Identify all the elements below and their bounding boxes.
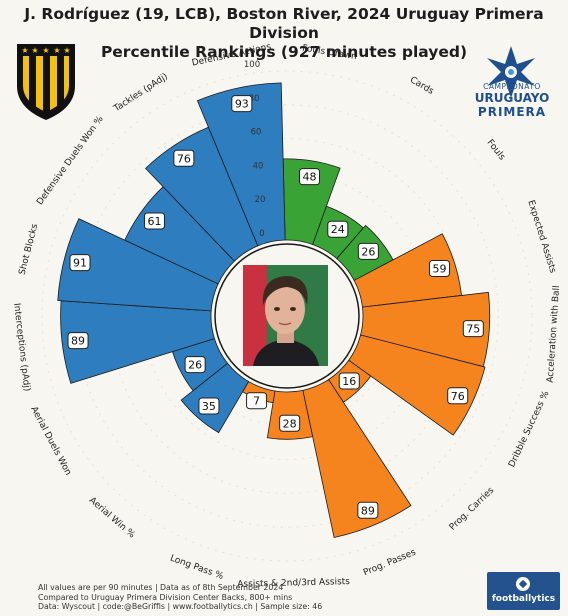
svg-text:24: 24 [331,223,345,236]
inner-ring [214,243,360,389]
svg-text:★: ★ [53,46,60,55]
value-label: 89 [357,501,379,519]
league-logo-line-1: CAMPEONATO [483,82,541,91]
r-tick-label: 0 [259,229,264,239]
svg-text:7: 7 [253,395,260,408]
category-label: Fouls [484,138,506,163]
value-label: 7 [246,392,268,410]
footer-line-2: Compared to Uruguay Primera Division Cen… [38,592,293,602]
category-label: Expected Assists [525,199,557,275]
brand-name: footballytics [491,594,556,604]
r-tick-label: 40 [253,161,264,171]
value-label: 75 [462,320,484,338]
footer-line-3: Data: Wyscout | code:@BeGriffis | www.fo… [38,602,323,612]
svg-text:93: 93 [235,98,249,111]
value-label: 91 [69,254,91,272]
r-tick-label: 60 [251,128,262,138]
value-label: 59 [428,259,450,277]
svg-text:26: 26 [361,245,375,258]
category-label: Prog. Carries [448,485,497,532]
bar-acceleration-with-ball [360,291,491,368]
category-label: Fouls Drawn [301,44,357,63]
value-label: 16 [338,372,360,390]
value-label: 24 [327,220,349,238]
value-label: 26 [184,356,206,374]
league-logo-line-3: PRIMERA [477,105,547,119]
svg-text:75: 75 [466,323,480,336]
value-label: 61 [143,212,165,230]
category-label: Defensive Actions [191,42,272,69]
svg-text:89: 89 [361,504,375,517]
bar-shot-blocks [57,218,219,312]
category-label: Prog. Passes [362,547,418,578]
category-label: Acceleration with Ball [546,285,563,383]
svg-text:76: 76 [177,152,191,165]
category-label: Dribble Success % [507,389,551,469]
svg-text:48: 48 [302,171,316,184]
bars [57,82,491,538]
value-label: 93 [231,95,253,113]
value-labels: 48 24 26 59 75 76 16 89 28 7 35 26 89 91 61 76 93 [67,95,484,519]
r-tick-label: 80 [249,94,260,104]
star-burst-logo-icon [487,46,535,98]
svg-text:35: 35 [202,400,216,413]
grid-circle [75,104,499,528]
category-label: Aerial Win % [87,496,137,541]
footballytics-badge: footballytics [487,572,560,610]
svg-text:91: 91 [73,257,87,270]
category-label: Shot Blocks [18,223,41,276]
football-icon [516,577,530,591]
svg-text:★: ★ [63,46,70,55]
grid-circle [41,70,533,562]
category-label: Assists & 2nd/3rd Assists [237,577,350,590]
svg-text:26: 26 [188,359,202,372]
svg-text:59: 59 [432,262,446,275]
player-photo [243,265,328,366]
svg-text:16: 16 [342,375,356,388]
value-label: 28 [279,414,301,432]
category-label: Cards [408,75,436,97]
footer-notes: All values are per 90 minutes | Data as … [38,583,322,612]
shield-crest-icon: ★ ★ ★ ★ ★ [17,44,75,120]
bar-dribble-success- [348,334,486,436]
bar-defensive-actions [196,82,286,247]
svg-text:★: ★ [42,46,49,55]
bar-interceptions-padj- [60,300,215,384]
value-label: 76 [173,149,195,167]
title-line-2: Percentile Rankings (927 minutes played) [100,43,468,61]
title-line-1: J. Rodríguez (19, LCB), Boston River, 20… [24,5,544,42]
page-title: J. Rodríguez (19, LCB), Boston River, 20… [0,5,568,62]
value-label: 35 [198,397,220,415]
svg-text:★: ★ [21,46,28,55]
category-label: Defensive Duels Won % [35,114,106,207]
bar-prog-passes [302,379,412,538]
category-label: Tackles (pAdj) [112,72,170,115]
r-ticks: 0 20 40 60 80 100 [244,60,266,239]
category-label: Interceptions (pAdj) [11,303,31,392]
category-label: Long Pass % [169,554,225,582]
svg-text:76: 76 [451,390,465,403]
footer-line-1: All values are per 90 minutes | Data as … [38,583,284,592]
svg-text:89: 89 [71,335,85,348]
bar-fouls-drawn [282,158,341,245]
svg-text:61: 61 [147,215,161,228]
value-label: 48 [298,168,320,186]
value-label: 26 [357,242,379,260]
value-label: 89 [67,332,89,350]
svg-text:★: ★ [31,46,38,55]
svg-text:28: 28 [283,417,297,430]
category-label: Aerial Duels Won [28,405,73,477]
value-label: 76 [447,387,469,405]
r-tick-label: 20 [255,195,266,205]
league-logo-line-2: URUGUAYO [474,91,550,105]
r-tick-label: 100 [244,60,260,70]
